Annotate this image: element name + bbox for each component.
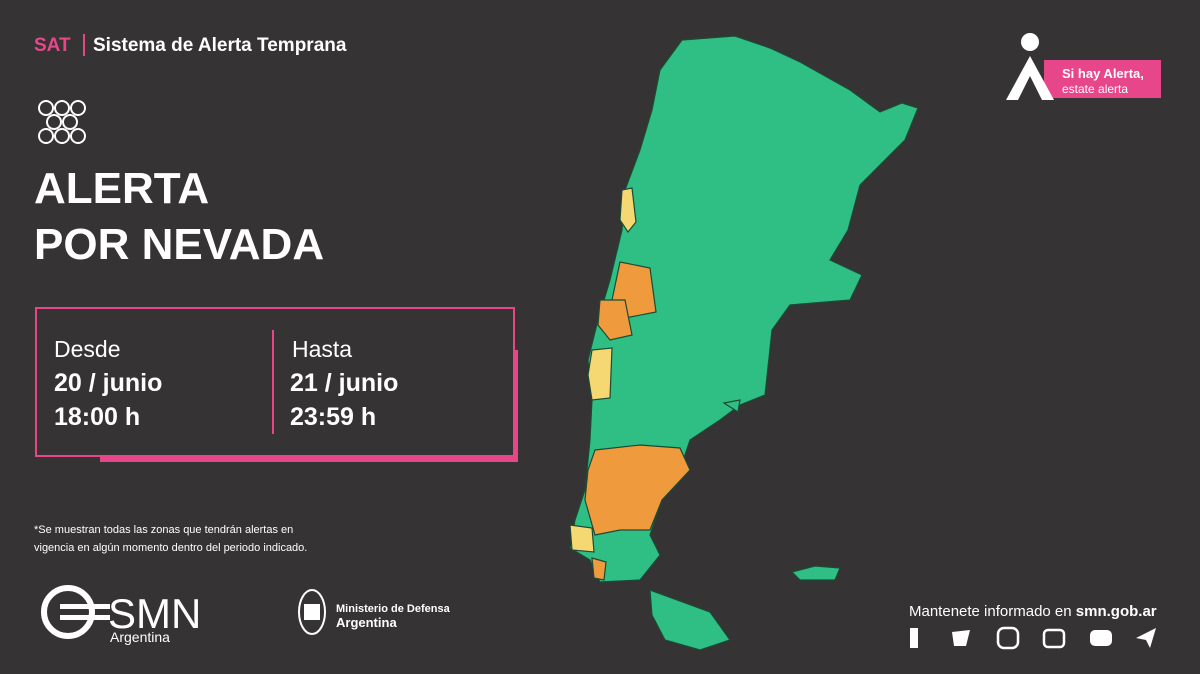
header-title: Sistema de Alerta Temprana bbox=[93, 35, 347, 56]
map bbox=[569, 35, 919, 651]
footer-site: smn.gob.ar bbox=[1076, 603, 1157, 620]
from-time: 18:00 h bbox=[54, 403, 140, 431]
smn-country: Argentina bbox=[110, 629, 170, 645]
to-label: Hasta bbox=[292, 336, 352, 362]
from-date: 20 / junio bbox=[54, 369, 162, 397]
sat-tag: SAT bbox=[34, 35, 71, 56]
footer-text: Mantenete informado en smn.gob.ar bbox=[909, 603, 1157, 620]
to-date: 21 / junio bbox=[290, 369, 398, 397]
alert-title-1: ALERTA bbox=[34, 164, 209, 213]
ministry-country: Argentina bbox=[336, 615, 397, 630]
smn-logo: SMN Argentina bbox=[41, 585, 201, 645]
footnote-2: vigencia en algún momento dentro del per… bbox=[34, 542, 307, 554]
to-time: 23:59 h bbox=[290, 403, 376, 431]
tv-icon bbox=[1042, 628, 1066, 649]
from-label: Desde bbox=[54, 336, 120, 362]
period-box bbox=[35, 307, 515, 457]
alert-title-2: POR NEVADA bbox=[34, 220, 324, 269]
badge: Si hay Alerta, estate alerta bbox=[1006, 33, 1161, 100]
youtube-icon bbox=[1090, 630, 1112, 646]
footnote-1: *Se muestran todas las zonas que tendrán… bbox=[34, 524, 293, 536]
social-icons bbox=[910, 626, 1156, 650]
badge-line-2: estate alerta bbox=[1062, 82, 1128, 96]
separator bbox=[83, 34, 85, 56]
ministry-logo: Ministerio de Defensa Argentina bbox=[298, 589, 451, 635]
twitter-icon bbox=[952, 630, 970, 646]
snow-icon bbox=[38, 100, 86, 144]
ministry-name: Ministerio de Defensa bbox=[336, 603, 451, 615]
facebook-icon bbox=[910, 628, 918, 648]
footer-label: Mantenete informado en bbox=[909, 603, 1076, 620]
badge-line-1: Si hay Alerta, bbox=[1062, 66, 1144, 81]
smn-text: SMN bbox=[108, 590, 201, 637]
instagram-icon bbox=[996, 626, 1020, 650]
telegram-icon bbox=[1136, 628, 1156, 648]
